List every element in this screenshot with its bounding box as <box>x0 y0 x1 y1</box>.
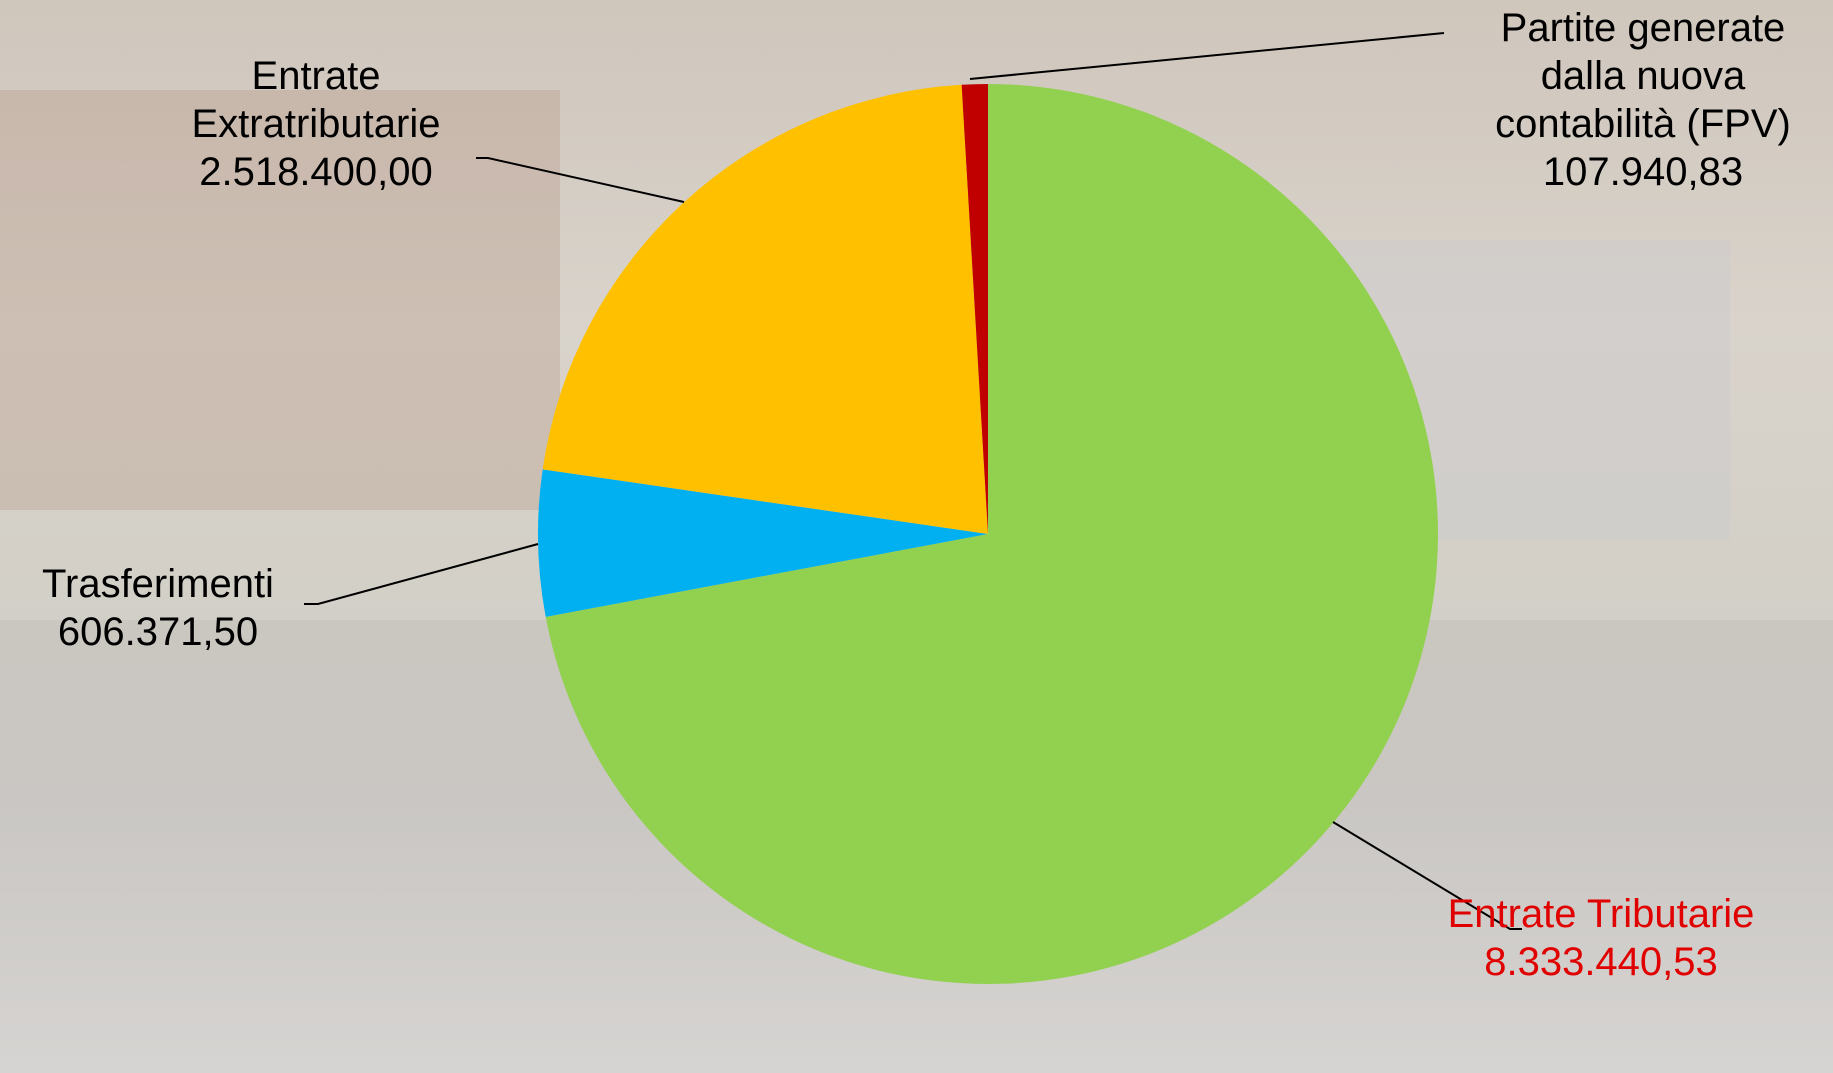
leader-line <box>304 543 539 605</box>
category-label: Entrate Extratributarie <box>191 54 441 146</box>
leader-lines <box>304 32 1522 930</box>
category-label: Partite generate dalla nuova contabilità… <box>1495 6 1791 146</box>
leader-line <box>969 32 1445 80</box>
leader-line <box>476 157 685 203</box>
data-label: Partite generate dalla nuova contabilità… <box>1460 4 1826 196</box>
value-label: 606.371,50 <box>57 610 259 654</box>
pie-slice <box>545 84 1438 984</box>
value-label: 2.518.400,00 <box>199 150 433 194</box>
value-label: 107.940,83 <box>1542 150 1744 194</box>
category-label: Trasferimenti <box>42 562 274 606</box>
data-label: Entrate Tributarie 8.333.440,53 <box>1441 890 1761 986</box>
data-label: Entrate Extratributarie 2.518.400,00 <box>146 52 486 196</box>
data-label: Trasferimenti 606.371,50 <box>8 560 308 656</box>
pie <box>538 84 1438 984</box>
pie-slice <box>961 84 988 534</box>
category-label: Entrate Tributarie <box>1447 892 1755 936</box>
background-photo <box>0 90 560 510</box>
value-label: 8.333.440,53 <box>1484 940 1718 984</box>
pie-slice <box>542 84 988 535</box>
pie-slice <box>538 469 988 617</box>
leader-line <box>1332 821 1522 930</box>
